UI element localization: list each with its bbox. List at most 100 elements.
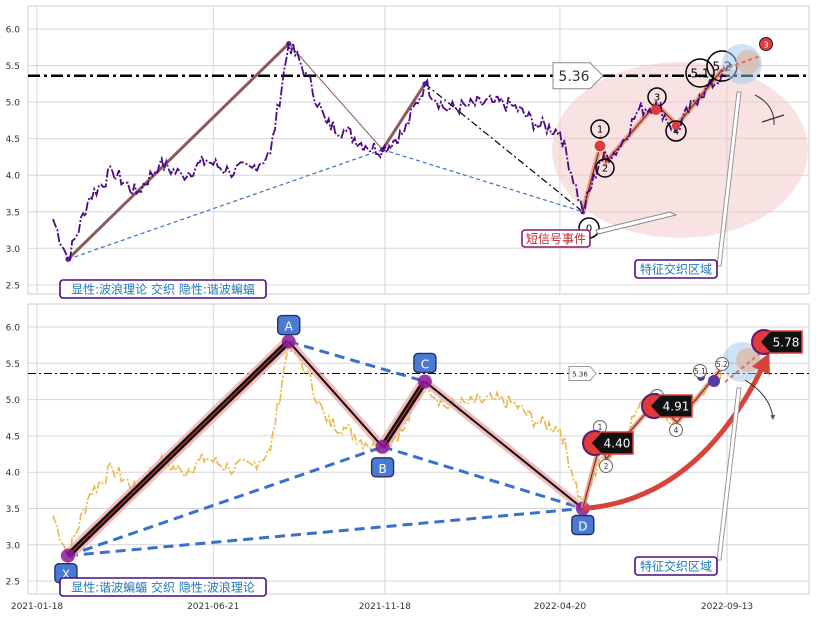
- point-c-label: C: [421, 357, 429, 371]
- x-tick-label: 2021-06-21: [187, 602, 239, 612]
- region-pointer: [716, 91, 742, 267]
- y-tick-label: 4.0: [6, 469, 21, 479]
- wave-label-1: 1: [598, 423, 603, 432]
- region-label: 特征交织区域: [640, 261, 712, 276]
- x-tick-label: 2021-11-18: [359, 602, 412, 612]
- event-pointer: [595, 211, 678, 235]
- xd-line: [67, 507, 583, 558]
- top-y-axis: 2.5 3.0 3.5 4.0 4.5 5.0 5.5 6.0: [6, 26, 21, 292]
- bottom-panel: 2.5 3.0 3.5 4.0 4.5 5.0 5.5 6.0 2021-01-18 2021-…: [6, 303, 810, 612]
- point-d-label-box: [571, 514, 595, 536]
- wave-path-core: [582, 69, 723, 212]
- y-tick-label: 5.0: [6, 396, 21, 406]
- point-x-label: X: [62, 568, 70, 582]
- ac-line: [288, 340, 426, 383]
- point-a-label-box: [277, 314, 301, 336]
- y-tick-label: 4.0: [6, 172, 21, 182]
- y-tick-label: 6.0: [6, 324, 21, 334]
- wave-label-2-ring: [599, 459, 613, 473]
- wave-label-3: 3: [654, 93, 660, 104]
- top-feature-ellipse: [552, 62, 808, 238]
- target-label-3-box: [758, 330, 803, 354]
- x-tick-label: 2021-01-18: [11, 602, 64, 612]
- point-d-label: D: [578, 520, 587, 534]
- wave-label-5-1-ring: [685, 58, 715, 88]
- pivot-marker: [375, 439, 390, 454]
- event-label-box: [521, 229, 591, 248]
- curved-pointer: [754, 94, 775, 126]
- y-tick-label: 5.5: [6, 62, 20, 72]
- region-label-box: [634, 259, 718, 279]
- y-tick-label: 3.5: [6, 505, 20, 515]
- target-label-1-box: [589, 431, 634, 455]
- top-caption: 显性:波浪理论 交织 隐性:谐波蝙蝠: [71, 281, 255, 296]
- pivot-marker: [281, 334, 296, 349]
- x-axis: 2021-01-18 2021-06-21 2021-11-18 2022-04-20…: [11, 602, 753, 612]
- wave-label-5-1: 5.1: [694, 367, 706, 376]
- bottom-annotations: XABCD12345.15.24.404.915.78特征交织区域显性:谐波蝙蝠…: [54, 314, 803, 597]
- signal-dot: [672, 122, 680, 130]
- signal-dot: [593, 139, 607, 153]
- bottom-hline: 5.36: [28, 365, 809, 381]
- bottom-caption: 显性:谐波蝙蝠 交织 隐性:波浪理论: [71, 579, 255, 594]
- wave-label-1-ring: [590, 119, 610, 139]
- wave-line: [288, 43, 383, 150]
- wave-label-5-1-ring: [693, 364, 707, 378]
- y-tick-label: 4.5: [6, 432, 20, 442]
- y-tick-label: 6.0: [6, 26, 21, 36]
- bottom-caption-box: [59, 577, 267, 597]
- wave-label-1: 1: [597, 125, 603, 136]
- hline-label: 5.36: [558, 69, 589, 85]
- y-tick-label: 5.5: [6, 360, 20, 370]
- wave-label-0: 0: [586, 224, 592, 235]
- pivot-marker: [417, 374, 432, 389]
- bottom-y-axis: 2.5 3.0 3.5 4.0 4.5 5.0 5.5 6.0: [6, 324, 21, 588]
- point-b-label: B: [378, 462, 386, 476]
- hline-label-box: [568, 365, 597, 381]
- point-a-label: A: [285, 320, 294, 334]
- target-label-3: 5.78: [773, 336, 800, 350]
- curved-pointer: [744, 379, 776, 420]
- region-label: 特征交织区域: [640, 558, 712, 573]
- signal-dot: [651, 105, 661, 115]
- x-tick-label: 2022-09-13: [701, 602, 753, 612]
- xb-line: [67, 445, 384, 558]
- wave-line: [66, 42, 290, 261]
- y-tick-label: 3.0: [6, 541, 21, 551]
- bottom-plot-frame: [27, 303, 810, 595]
- wave-label-2-ring: [595, 158, 615, 178]
- y-tick-label: 3.5: [6, 208, 20, 218]
- point-c-label-box: [413, 352, 437, 374]
- target-arc-arrow: [582, 352, 770, 511]
- projection-marker: [759, 37, 773, 51]
- y-tick-label: 5.0: [6, 99, 21, 109]
- projection-label: 3: [763, 41, 768, 50]
- wave-label-4-ring: [665, 120, 687, 142]
- xa-leg-core: [67, 341, 290, 557]
- top-hline: 5.36: [28, 62, 809, 90]
- wave-label-2: 2: [604, 462, 609, 471]
- wave-line: [381, 83, 427, 151]
- target-label-2: 4.91: [663, 400, 690, 414]
- curved-pointer-end: [761, 114, 785, 123]
- wave-label-5-2-ring: [715, 357, 729, 371]
- pivot-marker: [60, 548, 75, 563]
- bd-line: [382, 445, 584, 510]
- y-tick-label: 3.0: [6, 245, 21, 255]
- y-tick-label: 2.5: [6, 281, 20, 291]
- top-wave-lines: [65, 41, 724, 262]
- wave-label-4: 4: [673, 127, 679, 138]
- event-label: 短信号事件: [526, 232, 586, 246]
- bc-leg-core: [382, 381, 426, 448]
- wave-label-5-2: 5.2: [716, 360, 728, 369]
- wave-label-4: 4: [674, 426, 679, 435]
- pivot-marker: [708, 375, 720, 387]
- wave-label-4-ring: [669, 423, 683, 437]
- y-tick-label: 2.5: [6, 578, 20, 588]
- top-caption-box: [59, 279, 267, 299]
- hline-label-box: [552, 62, 604, 90]
- target-label-1: 4.40: [604, 437, 631, 451]
